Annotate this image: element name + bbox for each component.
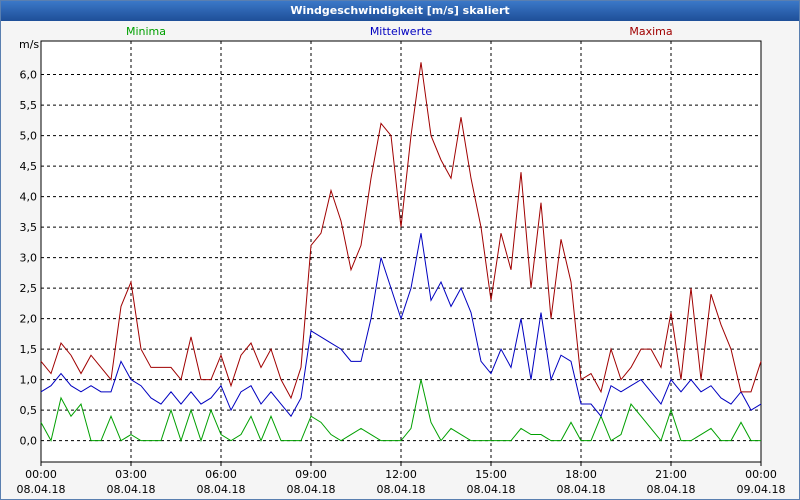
x-tick-label: 00:00	[745, 468, 777, 481]
x-tick-label: 15:00	[475, 468, 507, 481]
legend-label: Maxima	[629, 25, 672, 38]
x-tick-date: 08.04.18	[467, 483, 516, 496]
x-tick-date: 08.04.18	[557, 483, 606, 496]
y-tick-label: 1,0	[20, 374, 38, 387]
x-tick-label: 21:00	[655, 468, 687, 481]
series-line	[40, 233, 762, 418]
x-tick-date: 08.04.18	[287, 483, 336, 496]
title-bar: Windgeschwindigkeit [m/s] skaliert	[1, 1, 799, 21]
x-tick-label: 00:00	[25, 468, 57, 481]
y-tick-label: 4,5	[20, 160, 38, 173]
y-tick-label: 3,5	[20, 221, 38, 234]
x-tick-label: 06:00	[205, 468, 237, 481]
x-tick-date: 08.04.18	[377, 483, 426, 496]
legend-label: Minima	[126, 25, 166, 38]
y-tick-label: 0,0	[20, 435, 38, 448]
x-tick-date: 09.04.18	[737, 483, 786, 496]
x-tick-label: 12:00	[385, 468, 417, 481]
y-tick-label: 5,5	[20, 99, 38, 112]
y-axis-label: m/s	[19, 38, 39, 51]
y-tick-label: 2,5	[20, 282, 38, 295]
chart: m/s 0,0 0,5 1,0 1,5 2,0 2,5 3,0 3,5 4,0 4,5 5,0 5,5…	[17, 25, 786, 496]
x-tick-label: 09:00	[295, 468, 327, 481]
x-tick-label: 18:00	[565, 468, 597, 481]
x-tick-date: 08.04.18	[647, 483, 696, 496]
y-tick-label: 2,0	[20, 313, 38, 326]
y-tick-label: 3,0	[20, 252, 38, 265]
y-tick-label: 4,0	[20, 191, 38, 204]
y-tick-label: 5,0	[20, 130, 38, 143]
x-tick-date: 08.04.18	[197, 483, 246, 496]
y-tick-label: 1,5	[20, 343, 38, 356]
x-tick-label: 03:00	[115, 468, 147, 481]
x-tick-date: 08.04.18	[107, 483, 156, 496]
series-line	[40, 379, 761, 443]
y-tick-label: 0,5	[20, 404, 38, 417]
y-tick-label: 6,0	[20, 69, 38, 82]
series-line	[40, 62, 762, 400]
x-tick-date: 08.04.18	[17, 483, 66, 496]
legend-label: Mittelwerte	[370, 25, 433, 38]
